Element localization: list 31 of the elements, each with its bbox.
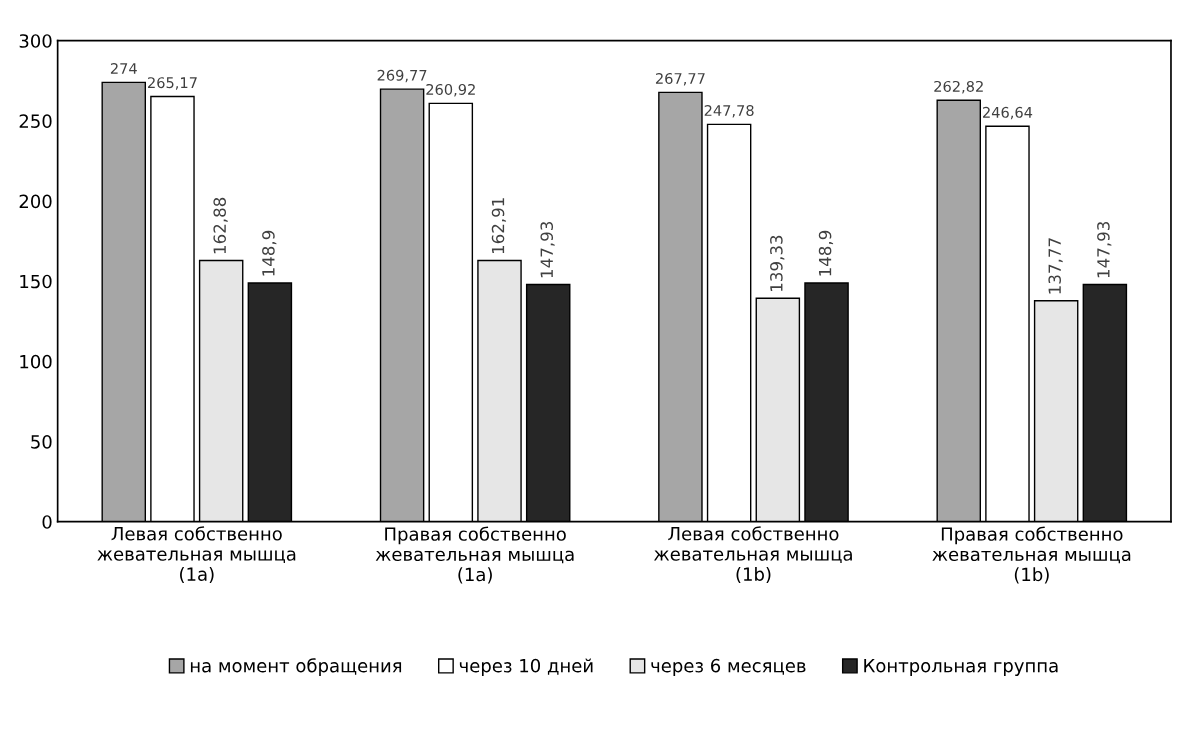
data-label: 162,91 (491, 198, 507, 254)
data-label: 246,64 (983, 106, 1033, 120)
x-tick-label: Правая собственно жевательная мышца (1b) (932, 526, 1131, 584)
data-label: 147,93 (540, 221, 555, 278)
y-tick-label: 200 (19, 194, 52, 209)
legend-label: через 6 месяцев (651, 658, 806, 676)
legend-label: Контрольная группа (864, 659, 1058, 676)
data-label: 265,17 (148, 77, 197, 90)
data-label: 148,9 (818, 230, 834, 276)
y-tick-label: 150 (20, 274, 52, 289)
y-tick-label: 100 (20, 354, 52, 369)
x-tick-label: Левая собственно жевательная мышца (1a) (97, 526, 296, 584)
legend-label: через 10 дней (459, 658, 593, 676)
x-tick-label: Левая собственно жевательная мышца (1b) (654, 526, 852, 584)
data-label: 147,93 (1097, 221, 1112, 278)
x-tick-label: Правая собственно жевательная мышца (1a) (375, 526, 574, 584)
data-label: 162,88 (213, 197, 228, 254)
data-label: 148,9 (262, 230, 277, 276)
y-tick-label: 300 (19, 34, 52, 48)
legend-label: на момент обращения (190, 658, 402, 676)
y-tick-label: 50 (31, 434, 52, 449)
data-label: 262,82 (934, 80, 983, 94)
data-label: 139,33 (770, 235, 785, 291)
y-tick-label: 250 (19, 114, 52, 128)
data-label: 267,77 (655, 72, 705, 86)
data-label: 269,77 (377, 69, 427, 83)
data-label: 260,92 (426, 83, 475, 97)
y-tick-label: 0 (42, 515, 52, 529)
data-label: 274 (110, 62, 137, 74)
data-label: 247,78 (704, 105, 754, 118)
data-label: 137,77 (1048, 238, 1063, 294)
